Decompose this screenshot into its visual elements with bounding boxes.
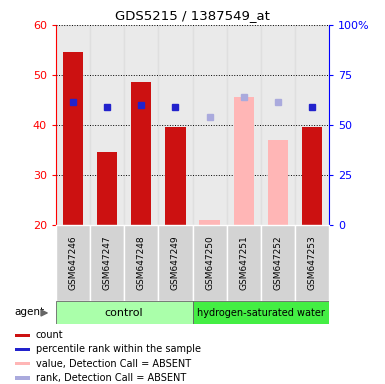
Bar <box>90 225 124 301</box>
Bar <box>295 25 329 225</box>
Text: rank, Detection Call = ABSENT: rank, Detection Call = ABSENT <box>36 373 186 383</box>
Bar <box>131 83 152 225</box>
Text: agent: agent <box>14 307 44 317</box>
Text: value, Detection Call = ABSENT: value, Detection Call = ABSENT <box>36 359 191 369</box>
Text: count: count <box>36 330 64 340</box>
Bar <box>56 301 192 324</box>
Bar <box>199 220 220 225</box>
Bar <box>192 301 329 324</box>
Bar <box>15 348 30 351</box>
Bar <box>158 25 192 225</box>
Text: control: control <box>105 308 144 318</box>
Bar <box>56 25 90 225</box>
Text: GSM647246: GSM647246 <box>69 236 77 290</box>
Text: GSM647252: GSM647252 <box>273 236 283 290</box>
Bar <box>261 225 295 301</box>
Bar <box>158 225 192 301</box>
Bar <box>15 376 30 380</box>
Text: percentile rank within the sample: percentile rank within the sample <box>36 344 201 354</box>
Bar <box>63 53 83 225</box>
Bar <box>90 25 124 225</box>
Bar <box>15 362 30 366</box>
Text: GSM647253: GSM647253 <box>308 236 316 290</box>
Bar <box>233 98 254 225</box>
Title: GDS5215 / 1387549_at: GDS5215 / 1387549_at <box>115 9 270 22</box>
Bar <box>192 225 227 301</box>
Text: GSM647250: GSM647250 <box>205 236 214 290</box>
Bar <box>268 140 288 225</box>
Bar <box>192 25 227 225</box>
Text: GSM647248: GSM647248 <box>137 236 146 290</box>
Bar <box>15 334 30 337</box>
Bar <box>124 225 158 301</box>
Bar <box>165 127 186 225</box>
Bar <box>97 152 117 225</box>
Bar <box>302 127 322 225</box>
Text: hydrogen-saturated water: hydrogen-saturated water <box>197 308 325 318</box>
Bar <box>227 225 261 301</box>
Text: GSM647247: GSM647247 <box>102 236 112 290</box>
Text: GSM647249: GSM647249 <box>171 236 180 290</box>
Bar <box>227 25 261 225</box>
Text: GSM647251: GSM647251 <box>239 236 248 290</box>
Bar <box>124 25 158 225</box>
Bar <box>56 225 90 301</box>
Bar <box>295 225 329 301</box>
Bar <box>261 25 295 225</box>
